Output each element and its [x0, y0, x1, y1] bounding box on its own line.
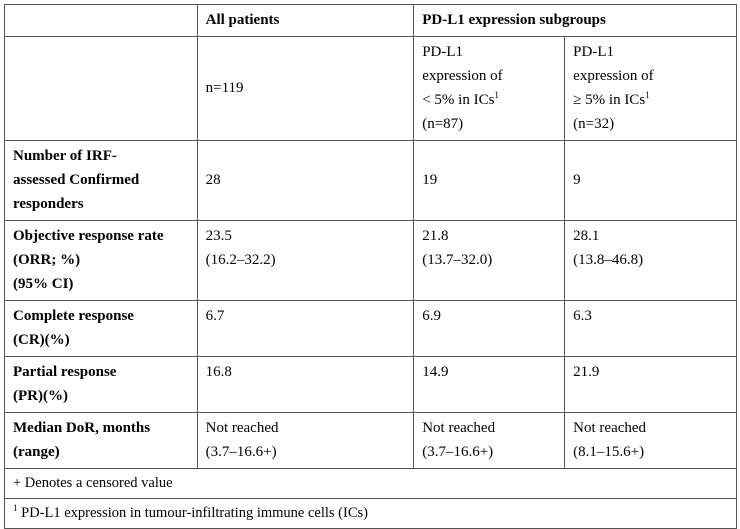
response-results-table: All patients PD-L1 expression subgroups …: [4, 4, 737, 529]
cell-range: (13.8–46.8): [573, 252, 644, 268]
subheader-all-n: n=119: [196, 36, 415, 141]
row-label: Number of IRF- assessed Confirmed respon…: [4, 140, 198, 221]
cell-all-patients: 16.8: [196, 356, 415, 413]
table-row-partial-response: Partial response (PR)(%) 16.8 14.9 21.9: [4, 356, 737, 413]
row-label: Objective response rate (ORR; %) (95% CI…: [4, 220, 198, 301]
cell-low-expression: 6.9: [413, 300, 566, 357]
row-label-line: (CR)(%): [13, 332, 70, 348]
results-table-container: All patients PD-L1 expression subgroups …: [4, 4, 737, 529]
row-label-line: Number of IRF-: [13, 148, 117, 164]
row-label-line: (95% CI): [13, 276, 74, 292]
footnote-marker: 1: [645, 90, 650, 100]
subheader-low-line4: (n=87): [422, 116, 464, 132]
row-label-line: assessed Confirmed: [13, 172, 140, 188]
table-row-complete-response: Complete response (CR)(%) 6.7 6.9 6.3: [4, 300, 737, 357]
cell-value: 23.5: [205, 228, 232, 244]
header-pdl1-subgroups: PD-L1 expression subgroups: [413, 4, 737, 37]
row-label-line: (PR)(%): [13, 388, 68, 404]
table-row-objective-response-rate: Objective response rate (ORR; %) (95% CI…: [4, 220, 737, 301]
table-row-median-dor: Median DoR, months (range) Not reached (…: [4, 412, 737, 469]
subheader-low-line3: < 5% in ICs1: [422, 88, 556, 112]
row-label-line: Partial response: [13, 364, 117, 380]
subheader-high-line4: (n=32): [573, 116, 615, 132]
footnote-row-censored: + Denotes a censored value: [4, 468, 737, 499]
cell-low-expression: 14.9: [413, 356, 566, 413]
cell-value: Not reached: [422, 420, 496, 436]
cell-all-patients: Not reached (3.7–16.6+): [196, 412, 415, 469]
cell-all-patients: 23.5 (16.2–32.2): [196, 220, 415, 301]
header-empty-cell: [4, 4, 198, 37]
subheader-high-expression: PD-L1 expression of ≥ 5% in ICs1 (n=32): [564, 36, 737, 141]
subheader-high-line1: PD-L1: [573, 44, 615, 60]
cell-high-expression: 28.1 (13.8–46.8): [564, 220, 737, 301]
header-all-patients: All patients: [196, 4, 415, 37]
row-label: Complete response (CR)(%): [4, 300, 198, 357]
row-label-line: Complete response: [13, 308, 134, 324]
cell-low-expression: 21.8 (13.7–32.0): [413, 220, 566, 301]
footnote-pdl1: 1 PD-L1 expression in tumour-infiltratin…: [4, 498, 737, 529]
cell-low-expression: Not reached (3.7–16.6+): [413, 412, 566, 469]
cell-value: 21.8: [422, 228, 449, 244]
header-row: All patients PD-L1 expression subgroups: [4, 4, 737, 37]
cell-all-patients: 28: [196, 140, 415, 221]
subheader-high-line3-text: ≥ 5% in ICs: [573, 92, 646, 108]
footnote-pdl1-text: PD-L1 expression in tumour-infiltrating …: [17, 505, 368, 521]
cell-high-expression: Not reached (8.1–15.6+): [564, 412, 737, 469]
subheader-low-line1: PD-L1: [422, 44, 464, 60]
cell-range: (8.1–15.6+): [573, 444, 645, 460]
row-label: Partial response (PR)(%): [4, 356, 198, 413]
row-label-line: (range): [13, 444, 60, 460]
subheader-row: n=119 PD-L1 expression of < 5% in ICs1 (…: [4, 36, 737, 141]
cell-range: (13.7–32.0): [422, 252, 493, 268]
cell-all-patients: 6.7: [196, 300, 415, 357]
cell-value: Not reached: [205, 420, 279, 436]
row-label-line: Objective response rate: [13, 228, 164, 244]
cell-range: (16.2–32.2): [205, 252, 276, 268]
footnote-censored: + Denotes a censored value: [4, 468, 737, 499]
cell-value: Not reached: [573, 420, 647, 436]
subheader-high-line2: expression of: [573, 68, 654, 84]
subheader-empty-cell: [4, 36, 198, 141]
row-label-line: Median DoR, months: [13, 420, 151, 436]
cell-range: (3.7–16.6+): [422, 444, 494, 460]
footnote-row-pdl1: 1 PD-L1 expression in tumour-infiltratin…: [4, 498, 737, 529]
table-row-confirmed-responders: Number of IRF- assessed Confirmed respon…: [4, 140, 737, 221]
subheader-high-line3: ≥ 5% in ICs1: [573, 88, 728, 112]
subheader-low-line3-text: < 5% in ICs: [422, 92, 495, 108]
cell-high-expression: 6.3: [564, 300, 737, 357]
cell-value: 28.1: [573, 228, 600, 244]
subheader-low-line2: expression of: [422, 68, 503, 84]
subheader-low-expression: PD-L1 expression of < 5% in ICs1 (n=87): [413, 36, 566, 141]
footnote-marker: 1: [494, 90, 499, 100]
row-label: Median DoR, months (range): [4, 412, 198, 469]
cell-high-expression: 21.9: [564, 356, 737, 413]
row-label-line: (ORR; %): [13, 252, 81, 268]
row-label-line: responders: [13, 196, 84, 212]
cell-high-expression: 9: [564, 140, 737, 221]
cell-range: (3.7–16.6+): [205, 444, 277, 460]
cell-low-expression: 19: [413, 140, 566, 221]
